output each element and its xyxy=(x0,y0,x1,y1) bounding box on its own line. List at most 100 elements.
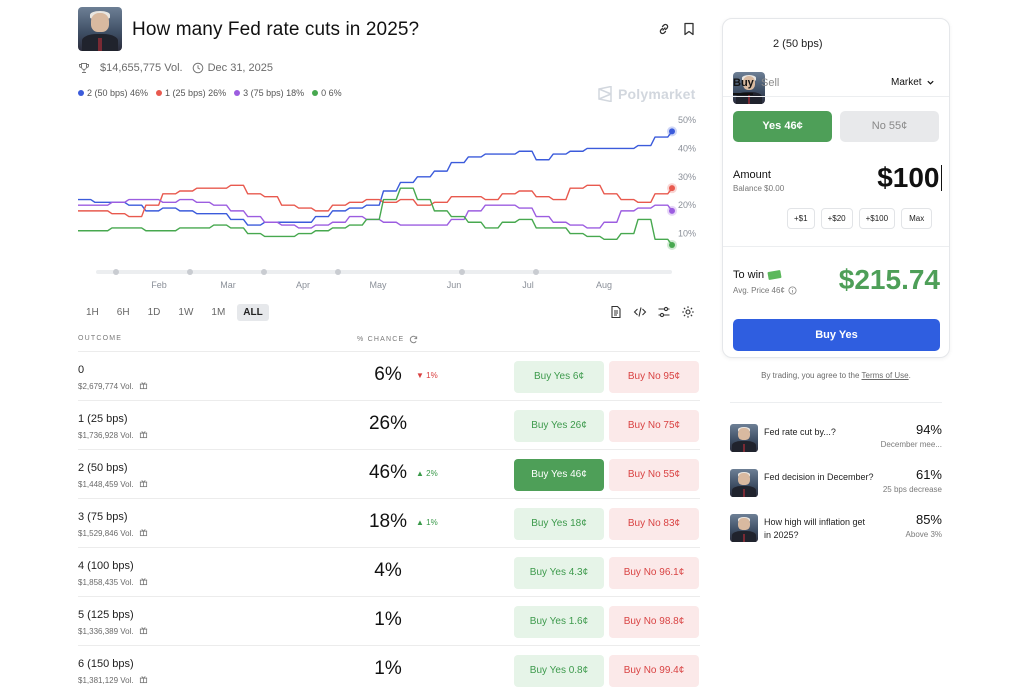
quick-add-1-button[interactable]: +$1 xyxy=(787,208,815,229)
series-line xyxy=(78,198,673,229)
price-chart[interactable]: 50% 40% 30% 20% 10% Feb Mar Apr May Jun Jul Aug xyxy=(70,112,702,292)
market-end-date: Dec 31, 2025 xyxy=(207,62,274,74)
gift-icon xyxy=(139,480,147,488)
chance-column-header[interactable]: % CHANCE xyxy=(357,335,418,344)
outcome-volume: $1,381,129 Vol. xyxy=(78,675,148,685)
tab-sell[interactable]: Sell xyxy=(761,77,780,89)
buy-no-button[interactable]: Buy No 75¢ xyxy=(609,410,699,442)
outcome-volume: $2,679,774 Vol. xyxy=(78,381,148,391)
timeframe-1w[interactable]: 1W xyxy=(178,307,194,318)
time-marker xyxy=(459,269,465,275)
outcome-chance: 6% xyxy=(374,364,402,385)
related-market[interactable]: Fed rate cut by...? 94% December mee... xyxy=(730,419,942,459)
outcome-name: 5 (125 bps) xyxy=(78,609,134,621)
bookmark-icon[interactable] xyxy=(683,22,695,36)
buy-no-button[interactable]: Buy No 55¢ xyxy=(609,459,699,491)
sliders-icon[interactable] xyxy=(657,305,671,319)
timeframe-1h[interactable]: 1H xyxy=(86,307,99,318)
buy-yes-button[interactable]: Buy Yes 18¢ xyxy=(514,508,604,540)
related-market-percent: 85% xyxy=(915,512,942,527)
outcome-row[interactable]: 4 (100 bps) $1,858,435 Vol. 4% Buy Yes 4… xyxy=(78,547,700,596)
outcome-volume: $1,736,928 Vol. xyxy=(78,430,148,440)
related-market[interactable]: Fed decision in December? 61% 25 bps dec… xyxy=(730,464,942,504)
x-tick-label: Apr xyxy=(296,280,310,290)
outcome-name: 3 (75 bps) xyxy=(78,511,128,523)
buy-yes-button[interactable]: Buy Yes 6¢ xyxy=(514,361,604,393)
to-win-label: To win xyxy=(733,269,782,281)
no-outcome-button[interactable]: No 55¢ xyxy=(840,111,939,142)
related-market-avatar xyxy=(730,424,758,452)
panel-divider xyxy=(723,246,949,247)
quick-amounts: +$1 +$20 +$100 Max xyxy=(787,208,933,229)
buy-no-button[interactable]: Buy No 96.1¢ xyxy=(609,557,699,589)
outcome-volume: $1,858,435 Vol. xyxy=(78,577,148,587)
link-icon[interactable] xyxy=(657,22,671,36)
amount-input[interactable]: $100 xyxy=(860,162,942,194)
y-tick-label: 20% xyxy=(678,200,696,210)
related-market-title: Fed decision in December? xyxy=(764,472,874,482)
related-market-title: How high will inflation get in 2025? xyxy=(764,517,866,540)
buy-yes-button[interactable]: Buy Yes 1.6¢ xyxy=(514,606,604,638)
x-tick-label: Jul xyxy=(522,280,534,290)
polymarket-watermark: Polymarket xyxy=(597,86,695,102)
outcome-row[interactable]: 2 (50 bps) $1,448,459 Vol. 46% ▲ 2% Buy … xyxy=(78,449,700,498)
timeframe-all[interactable]: ALL xyxy=(237,304,269,321)
outcome-volume: $1,448,459 Vol. xyxy=(78,479,148,489)
buy-yes-button[interactable]: Buy Yes 46¢ xyxy=(514,459,604,491)
quick-add-20-button[interactable]: +$20 xyxy=(820,208,853,229)
outcome-row[interactable]: 5 (125 bps) $1,336,389 Vol. 1% Buy Yes 1… xyxy=(78,596,700,645)
series-line xyxy=(78,187,673,246)
market-avatar xyxy=(78,7,122,51)
legend-item: 3 (75 bps) 18% xyxy=(234,88,304,98)
chart-tools xyxy=(609,305,695,319)
legend-item: 1 (25 bps) 26% xyxy=(156,88,226,98)
related-market-subtitle: 25 bps decrease xyxy=(882,485,942,494)
buy-no-button[interactable]: Buy No 83¢ xyxy=(609,508,699,540)
refresh-icon[interactable] xyxy=(409,335,418,344)
related-market-subtitle: Above 3% xyxy=(905,530,942,539)
outcome-volume: $1,529,846 Vol. xyxy=(78,528,148,538)
outcome-row[interactable]: 1 (25 bps) $1,736,928 Vol. 26% Buy Yes 2… xyxy=(78,400,700,449)
buy-no-button[interactable]: Buy No 98.8¢ xyxy=(609,606,699,638)
outcome-chance: 4% xyxy=(374,560,402,581)
series-end-point xyxy=(669,207,675,214)
time-marker xyxy=(187,269,193,275)
buy-no-button[interactable]: Buy No 95¢ xyxy=(609,361,699,393)
chart-legend: 2 (50 bps) 46% 1 (25 bps) 26% 3 (75 bps)… xyxy=(78,88,342,98)
outcome-row[interactable]: 3 (75 bps) $1,529,846 Vol. 18% ▲ 1% Buy … xyxy=(78,498,700,547)
buy-yes-submit-button[interactable]: Buy Yes xyxy=(733,319,940,351)
y-tick-label: 10% xyxy=(678,229,696,239)
timeframe-1d[interactable]: 1D xyxy=(147,307,161,318)
timeframe-6h[interactable]: 6H xyxy=(116,307,130,318)
to-win-value: $215.74 xyxy=(838,264,940,295)
max-button[interactable]: Max xyxy=(901,208,933,229)
series-end-point xyxy=(669,185,675,192)
change-indicator: ▲ 1% xyxy=(416,518,438,527)
document-icon[interactable] xyxy=(609,305,623,319)
timeframe-1m[interactable]: 1M xyxy=(211,307,226,318)
buy-no-button[interactable]: Buy No 99.4¢ xyxy=(609,655,699,687)
buy-yes-button[interactable]: Buy Yes 26¢ xyxy=(514,410,604,442)
buy-yes-button[interactable]: Buy Yes 4.3¢ xyxy=(514,557,604,589)
series-line xyxy=(78,130,673,226)
quick-add-100-button[interactable]: +$100 xyxy=(858,208,896,229)
outcome-column-header: OUTCOME xyxy=(78,335,123,342)
gear-icon[interactable] xyxy=(681,305,695,319)
info-icon[interactable] xyxy=(788,286,797,295)
embed-code-icon[interactable] xyxy=(633,305,647,319)
outcome-row[interactable]: 0 $2,679,774 Vol. 6% ▼ 1% Buy Yes 6¢ Buy… xyxy=(78,351,700,400)
related-market[interactable]: How high will inflation get in 2025? 85%… xyxy=(730,509,942,549)
change-indicator: ▲ 2% xyxy=(416,469,438,478)
x-tick-label: Feb xyxy=(151,280,167,290)
trophy-icon xyxy=(79,63,89,73)
terms-link[interactable]: Terms of Use xyxy=(861,371,909,380)
y-tick-label: 50% xyxy=(678,115,696,125)
timeframe-selector: 1H 6H 1D 1W 1M ALL xyxy=(80,304,269,321)
buy-yes-button[interactable]: Buy Yes 0.8¢ xyxy=(514,655,604,687)
yes-outcome-button[interactable]: Yes 46¢ xyxy=(733,111,832,142)
order-type-dropdown[interactable]: Market xyxy=(891,77,935,88)
tab-buy[interactable]: Buy xyxy=(733,77,754,89)
outcome-row[interactable]: 6 (150 bps) $1,381,129 Vol. 1% Buy Yes 0… xyxy=(78,645,700,694)
market-volume: $14,655,775 Vol. xyxy=(100,62,183,74)
gift-icon xyxy=(139,529,147,537)
